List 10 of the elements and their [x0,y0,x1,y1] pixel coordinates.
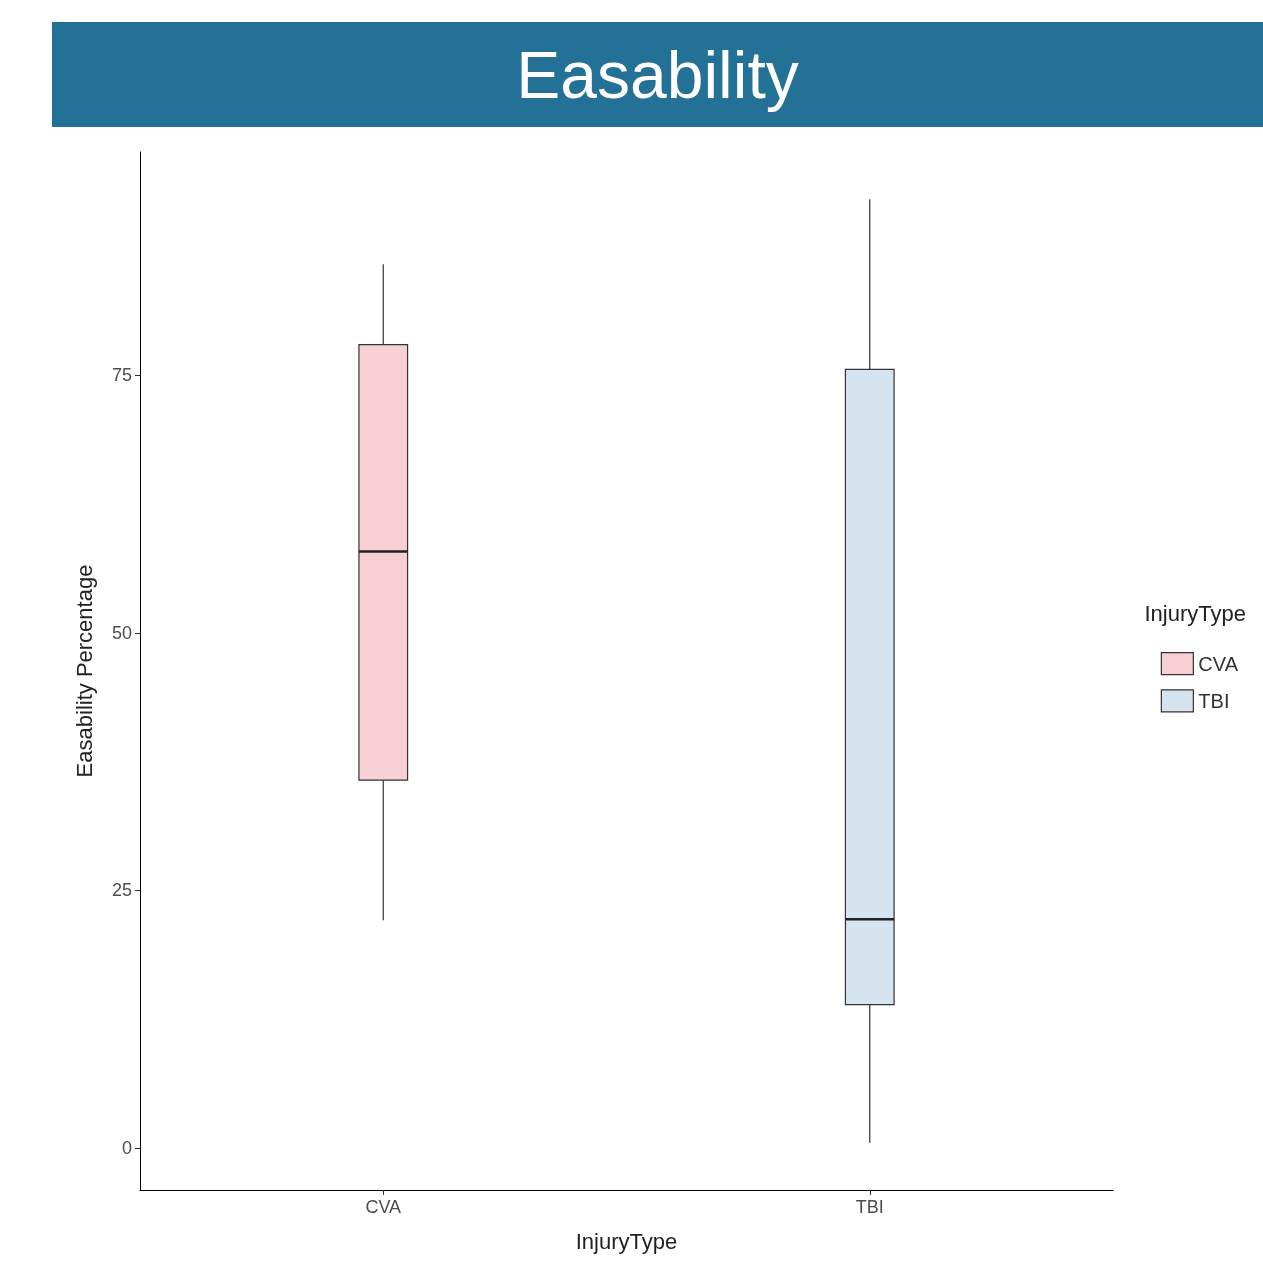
y-tick-label: 0 [121,1137,132,1158]
y-tick-label: 50 [111,622,132,643]
y-tick-label: 75 [111,365,132,386]
legend-title: InjuryType [1144,600,1247,626]
legend-label: CVA [1198,652,1239,675]
chart-title: Easability [52,22,1263,127]
legend-label: TBI [1198,689,1230,712]
y-axis-title: Easability Percentage [71,564,97,778]
x-axis-title: InjuryType [575,1228,678,1254]
y-tick-label: 25 [111,880,132,901]
